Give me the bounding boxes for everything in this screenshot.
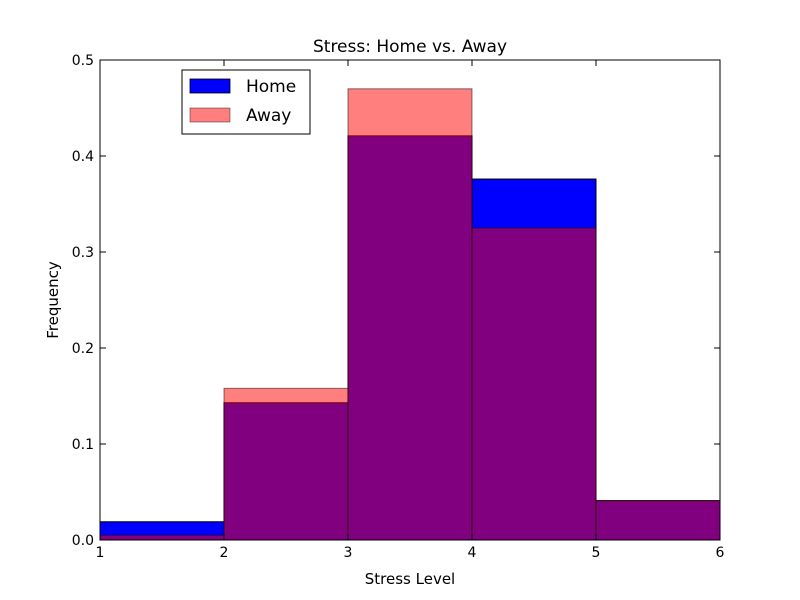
x-tick-label-5: 5 bbox=[592, 545, 601, 561]
bar-away-5-6 bbox=[595, 500, 721, 541]
ticks-layer: 1 2 3 4 5 6 0.0 0.1 0.2 0.3 0.4 0.5 bbox=[72, 53, 725, 561]
y-tick-label-0.1: 0.1 bbox=[72, 437, 94, 453]
legend-label-home: Home bbox=[246, 77, 296, 97]
y-tick-label-0.3: 0.3 bbox=[72, 245, 94, 261]
y-tick-label-0.4: 0.4 bbox=[72, 149, 94, 165]
bar-away-3-4 bbox=[347, 88, 473, 541]
bar-away-4-5 bbox=[471, 227, 597, 541]
legend: Home Away bbox=[181, 69, 311, 135]
plot-frame bbox=[99, 59, 721, 541]
x-tick-label-3: 3 bbox=[344, 545, 353, 561]
y-tick-label-0.5: 0.5 bbox=[72, 53, 94, 69]
x-axis-title: Stress Level bbox=[365, 570, 455, 588]
y-tick-label-0.0: 0.0 bbox=[72, 533, 94, 549]
y-axis-title: Frequency bbox=[44, 261, 62, 339]
legend-label-away: Away bbox=[246, 106, 291, 126]
x-tick-label-2: 2 bbox=[220, 545, 229, 561]
legend-swatch-home bbox=[189, 78, 231, 94]
x-tick-label-4: 4 bbox=[468, 545, 477, 561]
x-tick-label-6: 6 bbox=[716, 545, 725, 561]
bars-layer bbox=[99, 88, 721, 541]
bar-away-2-3 bbox=[223, 387, 349, 541]
y-tick-label-0.2: 0.2 bbox=[72, 341, 94, 357]
legend-swatch-away bbox=[189, 107, 231, 123]
bar-away-1-2 bbox=[99, 534, 225, 541]
chart-title: Stress: Home vs. Away bbox=[313, 37, 507, 57]
x-tick-label-1: 1 bbox=[96, 545, 105, 561]
